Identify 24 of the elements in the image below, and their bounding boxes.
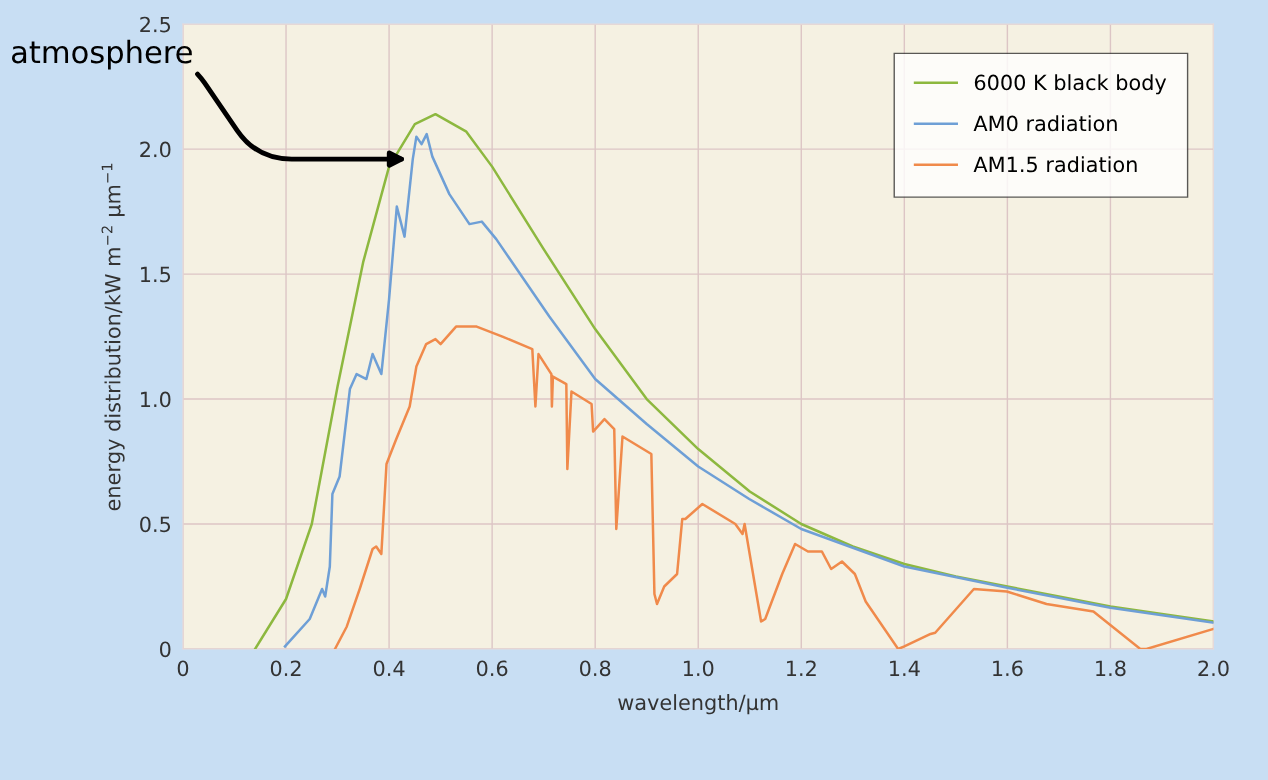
x-tick-label: 1.8 bbox=[1096, 660, 1126, 677]
x-tick-label: 0.8 bbox=[579, 660, 611, 677]
x-tick-label: 1.4 bbox=[890, 660, 920, 676]
x-tick-label: 1.0 bbox=[683, 660, 714, 677]
x-tick-label: 1.6 bbox=[993, 660, 1023, 677]
legend-label: AM0 radiation bbox=[973, 115, 1117, 132]
annotation: atmosphere bbox=[11, 39, 192, 70]
y-tick-label: 2.0 bbox=[140, 141, 171, 158]
y-tick-label: 1.5 bbox=[141, 266, 171, 283]
x-axis-title: wavelength/µm bbox=[618, 694, 778, 715]
x-tick-label: 1.2 bbox=[787, 660, 816, 676]
y-tick-label: 2.5 bbox=[140, 16, 171, 33]
y-axis-title: energy distribution/kW m$^{−2}$ µm$^{−1}$ bbox=[101, 163, 125, 511]
legend-label: AM1.5 radiation bbox=[973, 156, 1137, 173]
y-tick-label: 0 bbox=[159, 641, 171, 658]
legend-label: 6000 K black body bbox=[974, 74, 1167, 95]
x-tick-label: 0.6 bbox=[476, 660, 508, 677]
line-series bbox=[333, 325, 1214, 649]
x-tick-label: 0.4 bbox=[373, 660, 405, 677]
x-tick-label: 0 bbox=[177, 660, 189, 677]
y-tick-label: 0.5 bbox=[140, 516, 171, 533]
y-tick-label: 1.0 bbox=[141, 391, 171, 408]
x-tick-label: 2.0 bbox=[1198, 660, 1229, 677]
x-tick-label: 0.2 bbox=[270, 660, 301, 677]
